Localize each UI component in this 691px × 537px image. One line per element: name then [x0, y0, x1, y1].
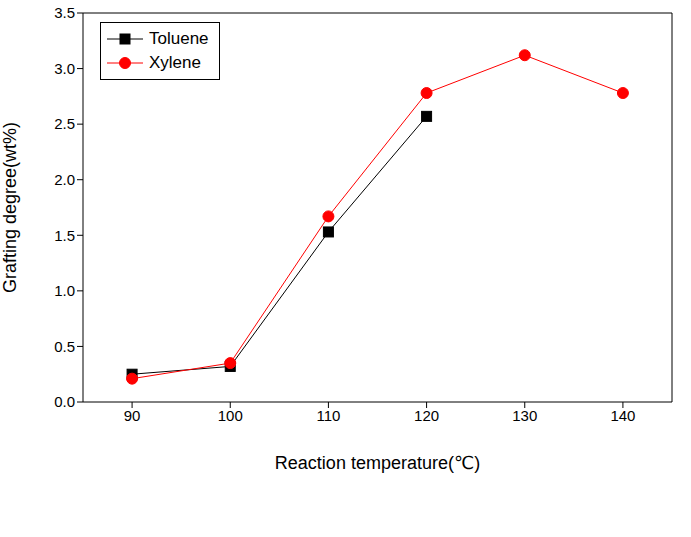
html-text:Xylene: Xylene	[149, 53, 201, 72]
svg-text:2.5: 2.5	[54, 115, 75, 132]
svg-text:Reaction temperature(℃): Reaction temperature(℃)	[275, 453, 480, 473]
svg-text:0.5: 0.5	[54, 338, 75, 355]
svg-text:3.0: 3.0	[54, 60, 75, 77]
svg-text:100: 100	[218, 407, 243, 424]
svg-text:140: 140	[610, 407, 635, 424]
svg-text:Grafting degree(wt%): Grafting degree(wt%)	[8, 122, 20, 293]
svg-text:130: 130	[512, 407, 537, 424]
svg-text:2.0: 2.0	[54, 171, 75, 188]
svg-text:120: 120	[414, 407, 439, 424]
svg-text:3.5: 3.5	[54, 4, 75, 21]
html-text:Toluene: Toluene	[149, 29, 209, 48]
svg-text:0.0: 0.0	[54, 393, 75, 410]
svg-text:1.5: 1.5	[54, 227, 75, 244]
svg-text:110: 110	[316, 407, 340, 424]
svg-text:1.0: 1.0	[54, 282, 75, 299]
svg-text:90: 90	[124, 407, 141, 424]
